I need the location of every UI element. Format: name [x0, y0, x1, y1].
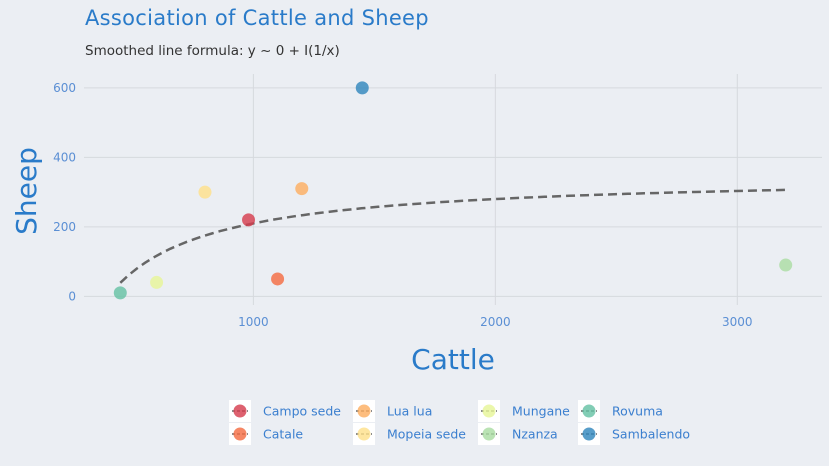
chart-subtitle: Smoothed line formula: y ~ 0 + I(1/x)	[85, 43, 340, 59]
legend-label-mungane: Mungane	[512, 404, 570, 419]
x-tick-label: 1000	[238, 315, 269, 329]
data-points	[113, 81, 793, 300]
y-tick-label: 200	[53, 220, 76, 234]
legend-swatch-campo-sede	[233, 404, 247, 418]
y-axis-title: Sheep	[10, 147, 43, 235]
x-tick-label: 2000	[480, 315, 511, 329]
legend-label-catale: Catale	[263, 427, 303, 442]
point-mungane	[150, 275, 164, 289]
x-axis-title: Cattle	[411, 343, 495, 376]
grid-lines	[84, 74, 822, 305]
y-tick-label: 400	[53, 150, 76, 164]
legend-label-nzanza: Nzanza	[512, 427, 558, 442]
legend-swatch-sambalendo	[582, 427, 596, 441]
legend-swatch-lua-lua	[357, 404, 371, 418]
point-sambalendo	[355, 81, 369, 95]
legend-label-sambalendo: Sambalendo	[612, 427, 690, 442]
point-mopeia-sede	[198, 185, 212, 199]
chart-title: Association of Cattle and Sheep	[85, 6, 429, 30]
point-rovuma	[113, 286, 127, 300]
point-lua-lua	[295, 182, 309, 196]
legend: Campo sede Catale Lua lua Mopeia sede Mungan…	[229, 400, 690, 445]
smooth-line	[119, 188, 786, 284]
legend-label-mopeia-sede: Mopeia sede	[387, 427, 466, 442]
smooth-line-group	[119, 188, 786, 284]
legend-label-lua-lua: Lua lua	[387, 404, 432, 419]
legend-swatch-rovuma	[582, 404, 596, 418]
y-tick-label: 600	[53, 81, 76, 95]
legend-label-campo-sede: Campo sede	[263, 404, 341, 419]
x-tick-label: 3000	[722, 315, 753, 329]
tick-labels: 1000 2000 3000 0 200 400 600	[53, 81, 752, 329]
legend-swatch-nzanza	[482, 427, 496, 441]
point-campo-sede	[242, 213, 256, 227]
point-catale	[271, 272, 285, 286]
legend-swatch-mungane	[482, 404, 496, 418]
legend-swatch-catale	[233, 427, 247, 441]
y-tick-label: 0	[68, 289, 76, 303]
point-nzanza	[779, 258, 793, 272]
legend-label-rovuma: Rovuma	[612, 404, 663, 419]
legend-swatch-mopeia-sede	[357, 427, 371, 441]
